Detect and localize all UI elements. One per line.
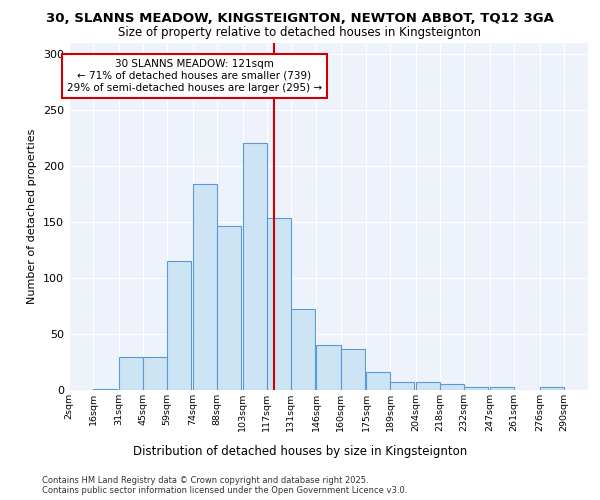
Bar <box>391 382 415 390</box>
Bar <box>143 358 167 390</box>
Bar <box>119 358 143 390</box>
Bar <box>490 386 514 390</box>
Bar <box>167 261 191 390</box>
Text: 30, SLANNS MEADOW, KINGSTEIGNTON, NEWTON ABBOT, TQ12 3GA: 30, SLANNS MEADOW, KINGSTEIGNTON, NEWTON… <box>46 12 554 26</box>
Text: 30 SLANNS MEADOW: 121sqm
← 71% of detached houses are smaller (739)
29% of semi-: 30 SLANNS MEADOW: 121sqm ← 71% of detach… <box>67 60 322 92</box>
Bar <box>316 345 341 390</box>
Text: Size of property relative to detached houses in Kingsteignton: Size of property relative to detached ho… <box>119 26 482 39</box>
Bar <box>540 386 564 390</box>
Bar <box>242 144 266 390</box>
Text: Contains HM Land Registry data © Crown copyright and database right 2025.
Contai: Contains HM Land Registry data © Crown c… <box>42 476 407 495</box>
Text: Distribution of detached houses by size in Kingsteignton: Distribution of detached houses by size … <box>133 444 467 458</box>
Bar <box>416 382 440 390</box>
Bar <box>341 348 365 390</box>
Bar <box>440 384 464 390</box>
Bar <box>290 310 315 390</box>
Y-axis label: Number of detached properties: Number of detached properties <box>28 128 37 304</box>
Bar <box>93 389 117 390</box>
Bar <box>464 386 488 390</box>
Bar <box>217 226 241 390</box>
Bar <box>266 218 290 390</box>
Bar <box>193 184 217 390</box>
Bar <box>367 372 391 390</box>
